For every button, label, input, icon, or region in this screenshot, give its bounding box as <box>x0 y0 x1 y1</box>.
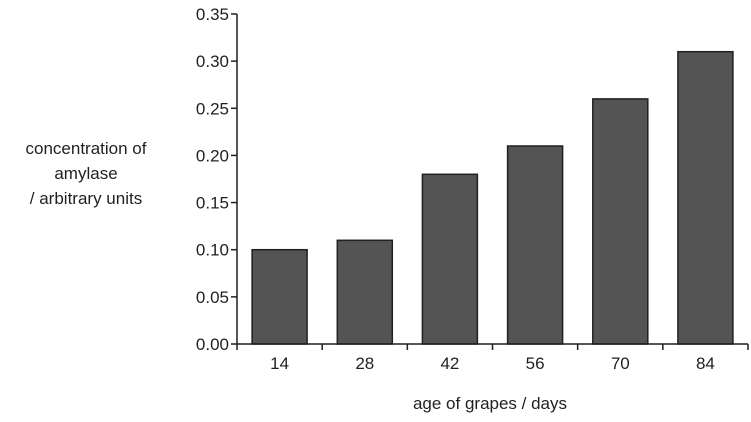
bar-84 <box>677 50 734 345</box>
bar-70 <box>592 98 649 345</box>
y-axis: 0.00 0.05 0.10 0.15 0.20 0.25 0.30 0.35 <box>196 5 238 354</box>
y-tick-label: 0.25 <box>196 99 229 118</box>
x-tick-label: 28 <box>355 354 374 373</box>
x-tick-label: 14 <box>270 354 289 373</box>
x-tick-label: 70 <box>611 354 630 373</box>
x-tick-label: 42 <box>440 354 459 373</box>
bar-14 <box>251 248 308 345</box>
y-tick-label: 0.15 <box>196 194 229 213</box>
bar-56 <box>506 145 564 345</box>
x-tick-label: 56 <box>526 354 545 373</box>
y-axis-label: concentration of amylase / arbitrary uni… <box>0 136 172 211</box>
y-axis-label-line-2: amylase <box>54 164 118 183</box>
x-tick-label: 84 <box>696 354 715 373</box>
y-tick-label: 0.30 <box>196 52 229 71</box>
y-tick-label: 0.20 <box>196 146 229 165</box>
y-tick-label: 0.00 <box>196 335 229 354</box>
bars-group <box>251 50 734 345</box>
y-tick-label: 0.10 <box>196 241 229 260</box>
y-axis-label-line-1: concentration of <box>25 139 147 158</box>
bar-28 <box>336 239 394 345</box>
y-axis-label-line-3: / arbitrary units <box>29 189 143 208</box>
bar-42 <box>421 173 479 345</box>
y-tick-label: 0.05 <box>196 288 229 307</box>
y-tick-label: 0.35 <box>196 5 229 24</box>
x-axis-label: age of grapes / days <box>412 394 568 413</box>
x-axis: 14 28 42 56 70 84 <box>236 343 749 373</box>
